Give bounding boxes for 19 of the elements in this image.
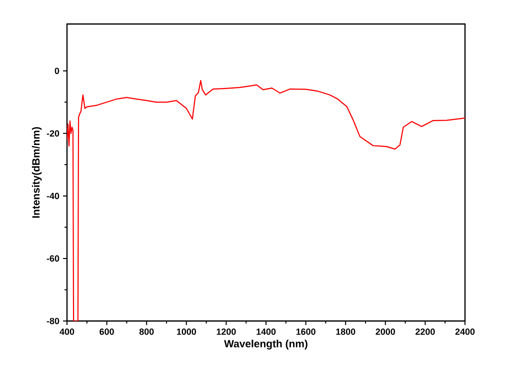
y-tick-label: -60 — [46, 255, 60, 262]
x-tick-label: 1600 — [296, 328, 316, 335]
x-tick-label: 400 — [60, 328, 74, 335]
x-tick-label: 2400 — [455, 328, 475, 335]
x-tick-label: 1000 — [176, 328, 196, 335]
x-tick-label: 800 — [139, 328, 154, 335]
y-axis-title: Intensity(dBm/nm) — [32, 127, 42, 218]
x-tick-label: 2000 — [376, 328, 396, 335]
y-tick-label: 0 — [54, 68, 60, 74]
x-axis-title: Wavelength (nm) — [224, 340, 308, 350]
x-tick-label: 1800 — [336, 328, 356, 335]
y-tick-label: -40 — [46, 192, 60, 200]
x-tick-label: 1400 — [256, 328, 276, 335]
x-tick-label: 2200 — [416, 328, 435, 335]
x-tick-label: 1200 — [216, 328, 236, 335]
x-tick-label: 600 — [100, 328, 114, 335]
y-tick-label: -80 — [46, 318, 60, 324]
y-tick-label: -20 — [46, 130, 60, 137]
line-series — [67, 80, 466, 321]
